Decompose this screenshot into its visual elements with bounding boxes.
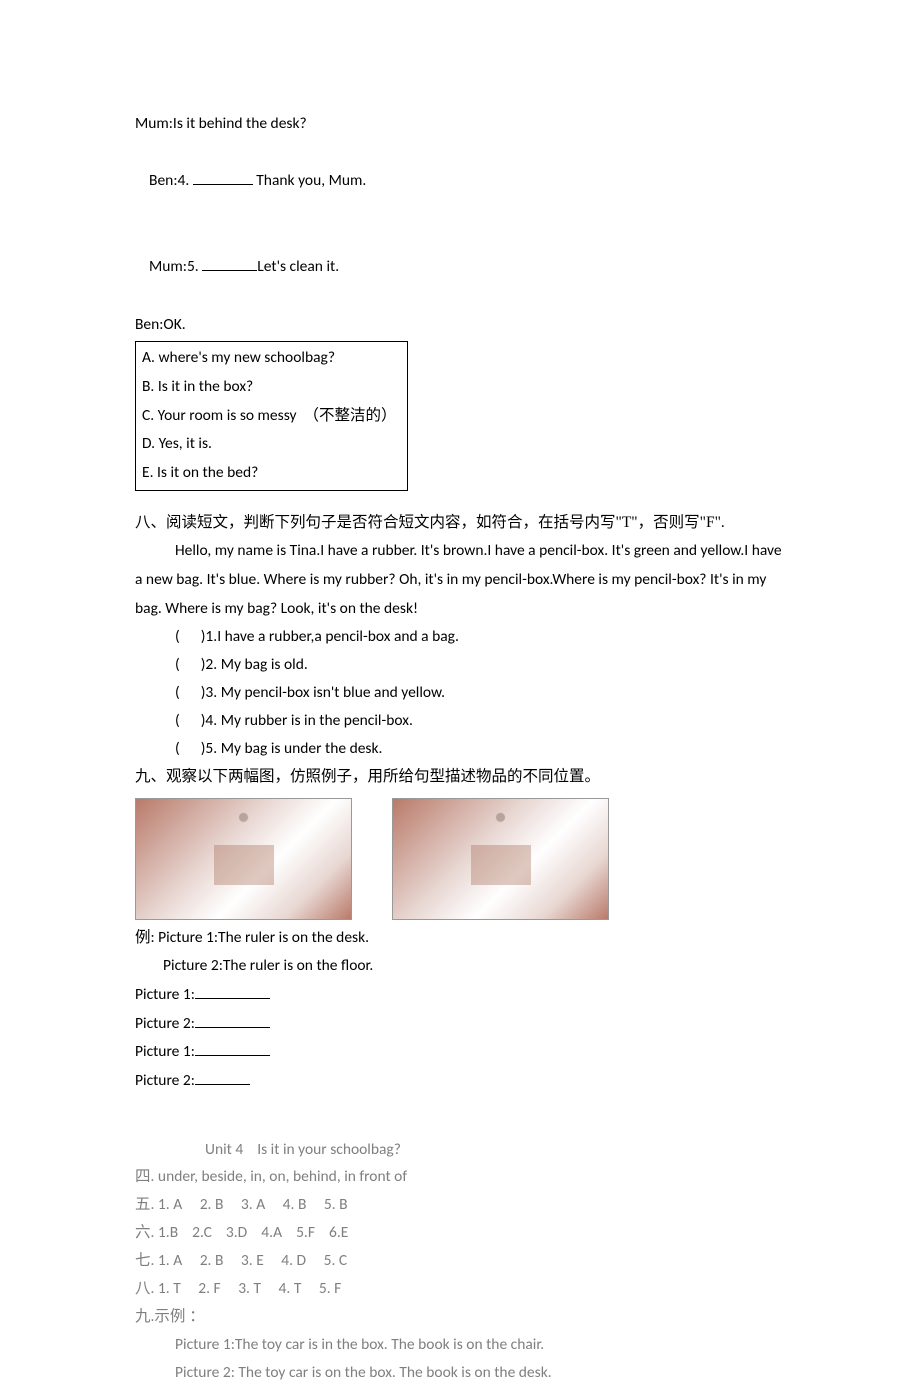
choice-c-cn: （不整洁的） (304, 407, 397, 424)
ans-8-cn: 八 (135, 1280, 151, 1297)
ans-ex1: Picture 1:The toy car is in the box. The… (135, 1331, 790, 1359)
choice-d: D. Yes, it is. (142, 430, 397, 459)
s8-item-2: ( )2. My bag is old. (175, 651, 790, 679)
fill-p1b: Picture 1: (135, 1038, 790, 1067)
example-line1: 例: Picture 1:The ruler is on the desk. (135, 924, 790, 953)
dialog-l2-post: Thank you, Mum. (253, 171, 367, 190)
ans-5: 五. 1. A 2. B 3. A 4. B 5. B (135, 1191, 790, 1219)
ans-9: 九.示例 ： (135, 1303, 790, 1331)
ans-6-txt: . 1.B 2.C 3.D 4.A 5.F 6.E (151, 1223, 349, 1242)
section8-title: 八、阅读短文，判断下列句子是否符合短文内容，如符合，在括号内写"T"，否则写"F… (135, 509, 790, 538)
p2-label-b: Picture 2: (135, 1071, 195, 1090)
fill-p2b: Picture 2: (135, 1067, 790, 1096)
choice-c: C. Your room is so messy （不整洁的） (142, 402, 397, 431)
ans-5-cn: 五 (135, 1196, 151, 1213)
ans-9-cn: 九 (135, 1308, 151, 1325)
ans-4-txt: . under, beside, in, on, behind, in fron… (151, 1167, 408, 1186)
dialog-line-2: Ben:4. Thank you, Mum. (135, 139, 790, 225)
s8-item-5: ( )5. My bag is under the desk. (175, 735, 790, 763)
section8-passage: Hello, my name is Tina.I have a rubber. … (135, 537, 790, 623)
ans-5-txt: . 1. A 2. B 3. A 4. B 5. B (151, 1195, 348, 1214)
answers-block: Unit 4 Is it in your schoolbag? 四. under… (135, 1136, 790, 1387)
choice-b: B. Is it in the box? (142, 373, 397, 402)
s8-item-1: ( )1.I have a rubber,a pencil-box and a … (175, 623, 790, 651)
dialog-line-4: Ben:OK. (135, 311, 790, 340)
example-line2: Picture 2:The ruler is on the floor. (135, 952, 790, 981)
ans-8: 八. 1. T 2. F 3. T 4. T 5. F (135, 1275, 790, 1303)
ans-7: 七. 1. A 2. B 3. E 4. D 5. C (135, 1247, 790, 1275)
dialog-line-3: Mum:5. Let's clean it. (135, 225, 790, 311)
fill-p1a: Picture 1: (135, 981, 790, 1010)
ans-ex2: Picture 2: The toy car is on the box. Th… (135, 1359, 790, 1387)
images-row (135, 798, 790, 920)
blank-4 (193, 170, 253, 185)
blank-p2b (195, 1070, 250, 1085)
p2-label-a: Picture 2: (135, 1014, 195, 1033)
choice-box: A. where's my new schoolbag? B. Is it in… (135, 341, 408, 490)
dialog-l2-pre: Ben:4. (149, 171, 193, 190)
example-text1: : Picture 1:The ruler is on the desk. (151, 928, 370, 947)
ans-7-cn: 七 (135, 1252, 151, 1269)
blank-p1b (195, 1041, 270, 1056)
section8-items: ( )1.I have a rubber,a pencil-box and a … (135, 623, 790, 762)
fill-p2a: Picture 2: (135, 1010, 790, 1039)
dialog-l3-pre: Mum:5. (149, 257, 202, 276)
dialog-l3-post: Let's clean it. (257, 257, 339, 276)
page-root: Mum:Is it behind the desk? Ben:4. Thank … (0, 0, 920, 1302)
blank-p1a (195, 984, 270, 999)
p1-label-b: Picture 1: (135, 1042, 195, 1061)
dialog-line-1: Mum:Is it behind the desk? (135, 110, 790, 139)
ans-6: 六. 1.B 2.C 3.D 4.A 5.F 6.E (135, 1219, 790, 1247)
ans-4: 四. under, beside, in, on, behind, in fro… (135, 1163, 790, 1191)
blank-5 (202, 256, 257, 271)
picture-2 (392, 798, 609, 920)
answers-title: Unit 4 Is it in your schoolbag? (135, 1136, 790, 1164)
spacer-2 (135, 1096, 790, 1136)
ans-6-cn: 六 (135, 1224, 151, 1241)
p1-label-a: Picture 1: (135, 985, 195, 1004)
ans-9-txt: .示例 ： (151, 1308, 205, 1325)
ans-7-txt: . 1. A 2. B 3. E 4. D 5. C (151, 1251, 348, 1270)
choice-c-pre: C. Your room is so messy (142, 406, 304, 425)
spacer (135, 491, 790, 509)
example-label: 例 (135, 929, 151, 946)
choice-a: A. where's my new schoolbag? (142, 344, 397, 373)
choice-e: E. Is it on the bed? (142, 459, 397, 488)
s8-item-3: ( )3. My pencil-box isn't blue and yello… (175, 679, 790, 707)
picture-1 (135, 798, 352, 920)
blank-p2a (195, 1013, 270, 1028)
section9-title: 九、观察以下两幅图，仿照例子，用所给句型描述物品的不同位置。 (135, 763, 790, 792)
ans-8-txt: . 1. T 2. F 3. T 4. T 5. F (151, 1279, 342, 1298)
s8-item-4: ( )4. My rubber is in the pencil-box. (175, 707, 790, 735)
ans-4-cn: 四 (135, 1168, 151, 1185)
